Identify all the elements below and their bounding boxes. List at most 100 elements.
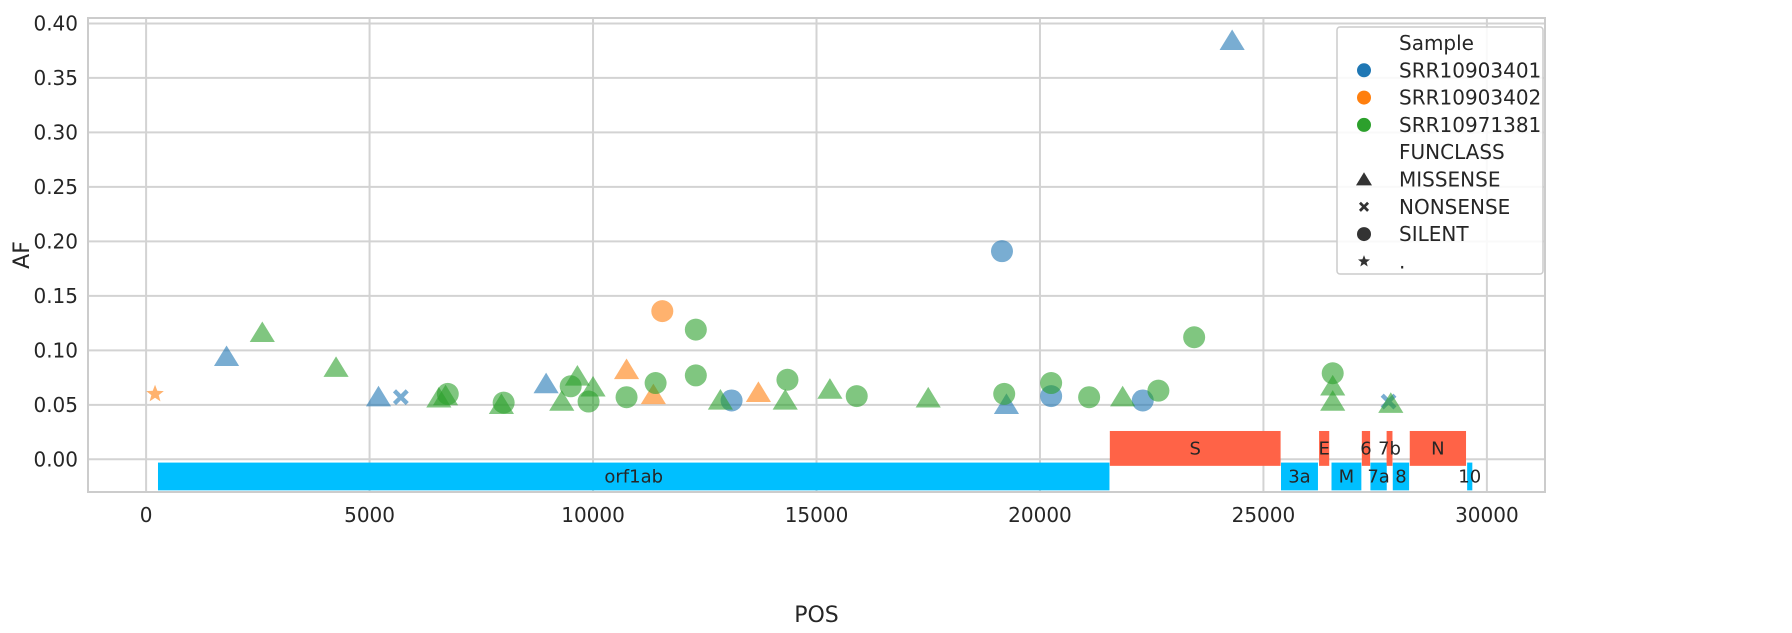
data-point bbox=[436, 382, 459, 405]
gene-block-3a bbox=[1280, 462, 1318, 491]
x-tick-label: 5000 bbox=[344, 503, 395, 527]
data-point bbox=[1147, 379, 1170, 402]
gene-block-M bbox=[1331, 462, 1362, 491]
data-point bbox=[684, 318, 707, 341]
gene-label: N bbox=[1431, 438, 1444, 459]
gene-annotation-track: orf1ab S 3a EM6 7a 7b 8 N 10 bbox=[157, 430, 1481, 491]
legend-item-label: SRR10971381 bbox=[1399, 113, 1541, 137]
y-tick-label: 0.10 bbox=[33, 338, 78, 362]
data-point bbox=[580, 375, 606, 397]
gene-block-E bbox=[1319, 430, 1330, 466]
data-point bbox=[845, 385, 868, 408]
gene-label: orf1ab bbox=[604, 466, 663, 487]
data-point bbox=[392, 389, 409, 406]
data-point bbox=[1183, 326, 1206, 349]
y-tick-label: 0.05 bbox=[33, 393, 78, 417]
legend-title-funclass: FUNCLASS bbox=[1399, 140, 1505, 164]
gene-block-N bbox=[1409, 430, 1467, 466]
data-point bbox=[993, 382, 1016, 405]
gene-label: 3a bbox=[1288, 466, 1310, 487]
legend-item-label: SILENT bbox=[1399, 222, 1469, 246]
data-point bbox=[249, 321, 275, 343]
y-tick-label: 0.40 bbox=[33, 11, 78, 35]
gene-label: M bbox=[1339, 466, 1355, 487]
x-axis-label: POS bbox=[794, 603, 839, 628]
grid bbox=[88, 18, 1545, 492]
data-point bbox=[1040, 372, 1063, 395]
legend-marker bbox=[1358, 201, 1370, 212]
plot-frame bbox=[87, 17, 1546, 493]
gene-label: 6 bbox=[1360, 438, 1371, 459]
data-point bbox=[323, 356, 349, 377]
gene-block-7b bbox=[1386, 430, 1393, 466]
legend-marker bbox=[1357, 90, 1371, 105]
data-point bbox=[146, 384, 164, 402]
x-tick-label: 25000 bbox=[1232, 503, 1296, 527]
gene-label: E bbox=[1318, 438, 1329, 459]
y-tick-label: 0.15 bbox=[33, 284, 78, 308]
data-point bbox=[533, 372, 559, 394]
legend-item-label: MISSENSE bbox=[1399, 168, 1500, 192]
data-points bbox=[146, 29, 1404, 414]
data-point bbox=[990, 240, 1013, 263]
gene-block-7a bbox=[1370, 462, 1387, 491]
y-tick-label: 0.25 bbox=[33, 175, 78, 199]
data-point bbox=[1378, 392, 1404, 413]
legend-marker bbox=[1355, 172, 1373, 186]
x-tick-label: 30000 bbox=[1455, 503, 1519, 527]
legend-item-label: NONSENSE bbox=[1399, 195, 1510, 219]
gene-label: S bbox=[1189, 438, 1200, 459]
gene-block-10 bbox=[1467, 462, 1473, 491]
data-point bbox=[365, 385, 392, 407]
data-point bbox=[640, 383, 666, 405]
legend: Sample SRR10903401 SRR10903402 SRR10971381 F… bbox=[1336, 26, 1544, 275]
data-point bbox=[817, 378, 843, 399]
y-tick-label: 0.30 bbox=[33, 120, 78, 144]
y-tick-label: 0.35 bbox=[33, 66, 78, 90]
data-point bbox=[613, 358, 640, 380]
gene-block-8 bbox=[1392, 462, 1410, 491]
legend-marker bbox=[1357, 227, 1371, 242]
x-tick-label: 15000 bbox=[785, 503, 849, 527]
data-point bbox=[772, 389, 798, 410]
data-point bbox=[915, 386, 941, 408]
data-point bbox=[776, 368, 799, 391]
data-point bbox=[1110, 385, 1136, 407]
gene-block-S bbox=[1109, 430, 1281, 466]
gene-label: 7b bbox=[1378, 438, 1401, 459]
data-point bbox=[492, 391, 515, 414]
gene-label: 7a bbox=[1367, 466, 1389, 487]
y-tick-label: 0.00 bbox=[33, 447, 78, 471]
data-point bbox=[1078, 386, 1101, 409]
legend-item-label: SRR10903401 bbox=[1399, 58, 1541, 82]
legend-item-label: . bbox=[1399, 249, 1405, 273]
data-point bbox=[707, 389, 733, 410]
x-tick-label: 20000 bbox=[1008, 503, 1072, 527]
x-tick-label: 10000 bbox=[561, 503, 625, 527]
y-axis-label: AF bbox=[10, 241, 35, 269]
data-point bbox=[684, 364, 707, 387]
legend-marker bbox=[1357, 63, 1371, 78]
data-point bbox=[1131, 389, 1154, 412]
legend-marker bbox=[1357, 117, 1371, 132]
data-point bbox=[564, 365, 590, 386]
data-point bbox=[644, 372, 667, 395]
data-point bbox=[549, 390, 575, 411]
legend-item-label: SRR10903402 bbox=[1399, 86, 1541, 110]
data-point bbox=[213, 345, 240, 367]
data-point bbox=[1320, 390, 1346, 411]
gene-block-6 bbox=[1361, 430, 1371, 466]
legend-title-sample: Sample bbox=[1399, 31, 1474, 55]
gene-label: 10 bbox=[1458, 466, 1481, 487]
legend-box bbox=[1336, 26, 1544, 275]
gene-label: 8 bbox=[1395, 466, 1406, 487]
data-point bbox=[615, 386, 638, 409]
data-point bbox=[651, 300, 674, 323]
y-tick-label: 0.20 bbox=[33, 229, 78, 253]
gene-block-orf1ab bbox=[157, 462, 1110, 491]
data-point bbox=[745, 381, 771, 402]
data-point bbox=[1321, 362, 1344, 385]
x-tick-label: 0 bbox=[140, 503, 153, 527]
legend-marker bbox=[1358, 255, 1370, 267]
